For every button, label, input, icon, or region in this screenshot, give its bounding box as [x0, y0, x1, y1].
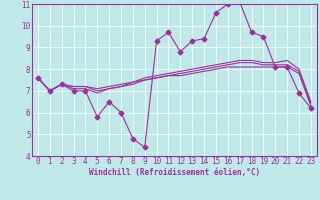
- X-axis label: Windchill (Refroidissement éolien,°C): Windchill (Refroidissement éolien,°C): [89, 168, 260, 177]
